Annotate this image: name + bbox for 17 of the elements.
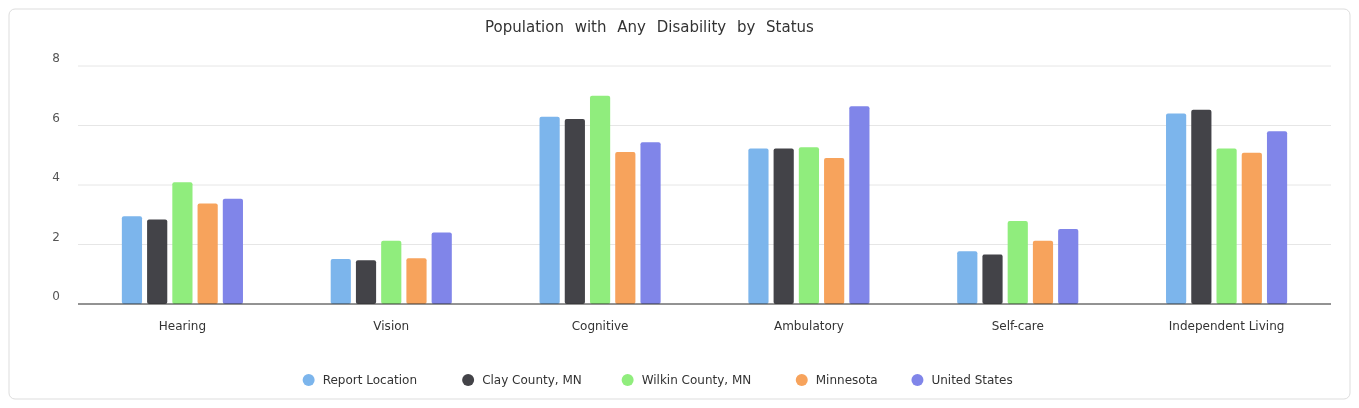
x-tick-label: Ambulatory	[773, 319, 844, 333]
x-tick-label: Cognitive	[571, 319, 629, 333]
y-tick-label: 6	[52, 110, 60, 125]
x-tick-label: Self-care	[991, 319, 1044, 333]
legend-label: Minnesota	[815, 373, 878, 387]
y-tick-label: 0	[52, 289, 60, 303]
x-tick-label: Independent Living	[1168, 319, 1285, 333]
x-tick-label: Vision	[373, 319, 410, 333]
y-tick-label: 8	[52, 51, 60, 65]
legend-label: Clay County, MN	[482, 373, 582, 387]
legend-label: United States	[931, 373, 1013, 387]
legend-label: Wilkin County, MN	[641, 373, 752, 387]
y-tick-label: 2	[52, 229, 60, 244]
legend-label: Report Location	[322, 373, 418, 387]
chart-title: Population with Any Disability by Status	[485, 18, 815, 36]
x-tick-label: Hearing	[158, 319, 207, 333]
y-tick-label: 4	[52, 170, 60, 184]
